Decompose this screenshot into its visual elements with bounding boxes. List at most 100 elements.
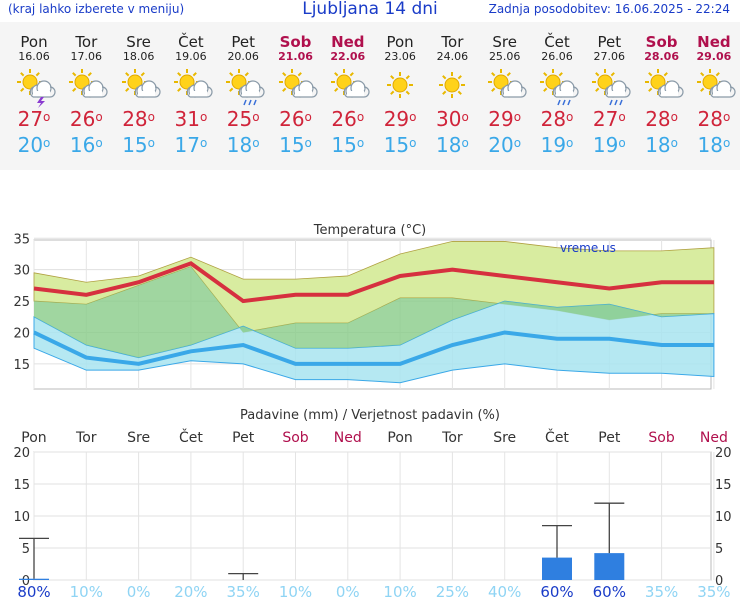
forecast-day: Sob 28.06 28o 18o xyxy=(636,22,688,158)
day-date: 26.06 xyxy=(541,50,573,63)
precipitation-day-label: Sre xyxy=(493,430,516,446)
day-name: Sob xyxy=(645,33,678,51)
sun-cloud-icon xyxy=(636,64,688,106)
max-temperature: 28o xyxy=(645,107,678,131)
forecast-day: Tor 17.06 26o 16o xyxy=(60,22,112,158)
sun-cloud-icon xyxy=(121,69,161,98)
precipitation-day-label: Čet xyxy=(545,428,569,446)
min-temperature: 15o xyxy=(383,133,417,157)
sun-icon xyxy=(439,72,466,98)
precipitation-day-label: Sob xyxy=(282,430,308,446)
max-temperature-line xyxy=(33,261,714,304)
forecast-day: Pon 16.06 27o 20o xyxy=(8,22,60,158)
precipitation-chart-title: Padavine (mm) / Verjetnost padavin (%) xyxy=(240,408,500,423)
precipitation-day-label: Pon xyxy=(21,430,46,446)
sun-cloud-icon xyxy=(696,69,736,98)
precipitation-tick-label-left: 5 xyxy=(22,542,30,557)
precipitation-bar xyxy=(19,578,49,580)
sun-cloud-icon xyxy=(479,64,531,106)
precipitation-day-label: Tor xyxy=(75,430,97,446)
max-temperature: 28o xyxy=(697,107,731,131)
min-temperature: 18o xyxy=(697,133,731,157)
day-name: Pet xyxy=(231,33,255,51)
sun-cloud-icon xyxy=(113,64,165,106)
min-temperature: 20o xyxy=(488,133,522,157)
charts-area: Temperatura (°C) 15 20 25 30 35 vreme.us Padavi… xyxy=(13,223,732,600)
max-temperature: 26o xyxy=(69,107,103,131)
precipitation-day-label: Pet xyxy=(598,430,621,446)
location-hint[interactable]: (kraj lahko izberete v meniju) xyxy=(8,2,185,16)
max-temperature: 31o xyxy=(174,107,208,131)
max-temperature: 27o xyxy=(17,107,51,131)
min-temperature-line xyxy=(33,330,714,366)
page-title: Ljubljana 14 dni xyxy=(302,0,438,19)
day-date: 27.06 xyxy=(593,50,626,63)
day-date: 23.06 xyxy=(384,50,416,63)
day-name: Pon xyxy=(386,33,414,51)
temperature-tick-label: 20 xyxy=(13,326,30,341)
forecast-day: Čet 26.06 28o 19o xyxy=(531,22,583,158)
sun-cloud-rain-icon xyxy=(531,64,583,106)
min-temperature: 16o xyxy=(69,133,103,157)
sun-cloud-icon xyxy=(330,69,370,98)
sun-thunderstorm-icon xyxy=(8,64,60,108)
day-name: Tor xyxy=(75,33,98,51)
min-temperature: 17o xyxy=(174,133,208,157)
precipitation-bar xyxy=(594,553,625,580)
min-temperature: 18o xyxy=(435,133,469,157)
precipitation-day-label: Pet xyxy=(232,430,255,446)
day-date: 18.06 xyxy=(122,50,155,63)
precipitation-tick-label-left: 10 xyxy=(13,510,30,525)
min-temperature: 18o xyxy=(226,133,260,157)
precipitation-probability-label: 10% xyxy=(279,583,312,600)
sun-cloud-icon xyxy=(270,64,322,106)
day-date: 20.06 xyxy=(227,50,259,63)
sun-cloud-icon xyxy=(688,64,740,106)
sun-cloud-icon xyxy=(487,69,527,98)
forecast-day: Pet 20.06 25o 18o xyxy=(217,22,269,158)
precipitation-day-label: Sre xyxy=(127,430,150,446)
sun-cloud-icon xyxy=(173,69,213,98)
precipitation-probability-label: 35% xyxy=(697,583,730,600)
day-date: 25.06 xyxy=(488,50,521,63)
day-name: Ned xyxy=(331,33,365,51)
precipitation-day-label: Pon xyxy=(387,430,412,446)
precipitation-probability-label: 40% xyxy=(488,583,521,600)
min-temperature: 19o xyxy=(540,133,574,157)
max-temperature: 26o xyxy=(279,107,312,131)
day-name: Ned xyxy=(697,33,731,51)
sun-icon xyxy=(426,64,478,106)
max-temperature: 29o xyxy=(383,107,417,131)
precipitation-probability-label: 20% xyxy=(174,583,207,600)
precipitation-tick-label-left: 0 xyxy=(22,574,30,589)
day-name: Pon xyxy=(20,33,48,51)
max-temperature: 26o xyxy=(331,107,365,131)
precipitation-probability-label: 35% xyxy=(645,583,678,600)
precipitation-probability-label: 60% xyxy=(540,583,573,600)
temperature-tick-label: 25 xyxy=(13,295,30,310)
max-temperature: 29o xyxy=(488,107,522,131)
precipitation-tick-label-right: 15 xyxy=(715,478,732,493)
precipitation-tick-label-left: 15 xyxy=(13,478,30,493)
day-name: Čet xyxy=(178,33,204,51)
precipitation-bar xyxy=(542,557,572,580)
forecast-day: Pet 27.06 27o 19o xyxy=(583,22,635,158)
max-temperature: 25o xyxy=(226,107,260,131)
forecast-day: Tor 24.06 30o 18o xyxy=(426,22,478,158)
sun-cloud-icon xyxy=(278,69,318,98)
watermark-label: vreme.us xyxy=(560,241,616,255)
day-name: Sob xyxy=(279,33,312,51)
sun-cloud-icon xyxy=(322,64,374,106)
max-temperature: 27o xyxy=(592,107,626,131)
max-temperature: 30o xyxy=(435,107,469,131)
day-date: 28.06 xyxy=(644,50,679,63)
sun-cloud-rain-icon xyxy=(217,64,269,106)
forecast-day: Sre 25.06 29o 20o xyxy=(479,22,531,158)
forecast-day: Sre 18.06 28o 15o xyxy=(113,22,165,158)
sun-cloud-icon xyxy=(644,69,684,98)
precipitation-tick-label-right: 20 xyxy=(715,446,732,461)
precipitation-probability-label: 10% xyxy=(383,583,416,600)
sun-cloud-rain-icon xyxy=(540,69,579,106)
max-temperature: 28o xyxy=(540,107,574,131)
precipitation-probability-label: 0% xyxy=(336,583,360,600)
